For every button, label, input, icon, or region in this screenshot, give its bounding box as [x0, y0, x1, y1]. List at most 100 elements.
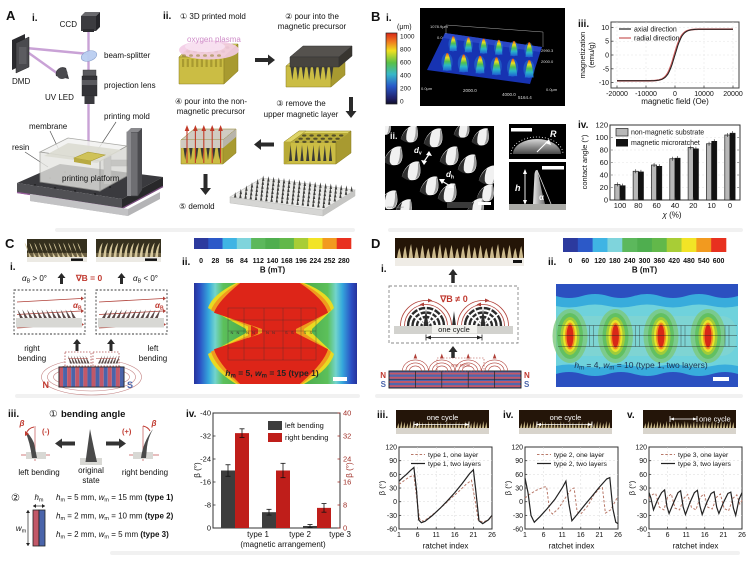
svg-text:420: 420	[668, 258, 680, 265]
svg-text:224: 224	[309, 258, 321, 265]
svg-text:B: B	[371, 9, 380, 24]
svg-text:112: 112	[253, 258, 264, 265]
svg-text:400: 400	[400, 73, 411, 80]
svg-text:800: 800	[400, 47, 411, 54]
svg-text:(+): (+)	[122, 427, 132, 436]
svg-text:180: 180	[609, 258, 621, 265]
svg-text:0.0μm: 0.0μm	[546, 87, 558, 92]
svg-text:N: N	[252, 330, 255, 335]
svg-text:ii.: ii.	[163, 11, 172, 22]
svg-text:120: 120	[595, 121, 608, 130]
svg-text:N: N	[246, 330, 249, 335]
svg-text:40: 40	[343, 409, 351, 418]
svg-text:120: 120	[594, 258, 606, 265]
svg-text:600: 600	[713, 258, 725, 265]
svg-text:S: S	[524, 380, 530, 389]
svg-text:oxygen plasma: oxygen plasma	[187, 35, 241, 44]
svg-text:S: S	[127, 380, 133, 390]
svg-text:2000.0: 2000.0	[541, 59, 554, 64]
svg-text:60: 60	[581, 258, 589, 265]
svg-text:dv: dv	[414, 146, 422, 157]
svg-text:β (°): β (°)	[378, 480, 387, 495]
svg-text:6: 6	[666, 532, 670, 539]
svg-text:0: 0	[343, 524, 347, 533]
svg-text:21: 21	[470, 532, 478, 539]
svg-text:i.: i.	[32, 13, 38, 24]
svg-text:type 3, two layers: type 3, two layers	[678, 461, 731, 468]
svg-text:left: left	[148, 344, 159, 353]
svg-text:hm = 5, wm = 15 (type 1): hm = 5, wm = 15 (type 1)	[225, 368, 319, 380]
svg-text:(emu/g): (emu/g)	[587, 42, 596, 68]
svg-text:iv.: iv.	[503, 410, 514, 421]
svg-text:1: 1	[647, 532, 651, 539]
svg-text:χ (%): χ (%)	[661, 211, 681, 220]
svg-text:0: 0	[568, 258, 572, 265]
svg-text:right: right	[24, 344, 40, 353]
svg-text:360: 360	[653, 258, 665, 265]
svg-text:S: S	[304, 330, 307, 335]
svg-text:26: 26	[738, 532, 746, 539]
svg-text:26: 26	[614, 532, 622, 539]
svg-text:-20000: -20000	[606, 91, 628, 98]
svg-text:iv.: iv.	[578, 120, 589, 131]
svg-text:dh: dh	[446, 170, 454, 181]
svg-text:α: α	[539, 193, 544, 202]
svg-text:iii.: iii.	[8, 409, 19, 420]
svg-text:2990.3: 2990.3	[541, 48, 554, 53]
svg-text:ii.: ii.	[548, 257, 557, 268]
svg-text:21: 21	[596, 532, 604, 539]
svg-text:30: 30	[389, 486, 397, 493]
svg-text:0: 0	[519, 499, 523, 506]
svg-text:radial direction: radial direction	[634, 36, 680, 43]
svg-text:magnetic precursor: magnetic precursor	[177, 107, 246, 116]
svg-text:h: h	[515, 183, 521, 193]
svg-text:-16: -16	[200, 478, 211, 487]
svg-text:one cycle: one cycle	[438, 325, 470, 334]
svg-text:magnetic precursor: magnetic precursor	[278, 22, 347, 31]
svg-text:-24: -24	[200, 455, 211, 464]
svg-text:-10: -10	[599, 80, 609, 87]
svg-text:60: 60	[600, 158, 608, 167]
svg-text:80: 80	[600, 146, 608, 155]
svg-text:16: 16	[451, 532, 459, 539]
svg-text:40: 40	[671, 201, 679, 210]
svg-text:140: 140	[267, 258, 279, 265]
svg-text:240: 240	[624, 258, 636, 265]
svg-text:32: 32	[343, 432, 351, 441]
svg-text:iii.: iii.	[578, 19, 589, 30]
svg-text:N: N	[524, 371, 530, 380]
svg-text:196: 196	[295, 258, 307, 265]
svg-text:20: 20	[600, 183, 608, 192]
svg-text:11: 11	[433, 532, 440, 539]
svg-text:120: 120	[511, 445, 523, 452]
svg-text:upper magnetic layer: upper magnetic layer	[264, 110, 339, 119]
svg-text:60: 60	[652, 201, 660, 210]
svg-text:right bending: right bending	[122, 468, 168, 477]
svg-text:6: 6	[542, 532, 546, 539]
svg-text:20: 20	[689, 201, 697, 210]
svg-text:200: 200	[400, 86, 411, 93]
svg-text:xxxx xx xxxx: xxxx xx xxxx	[387, 205, 404, 209]
svg-text:-60: -60	[637, 527, 647, 534]
svg-text:iv.: iv.	[186, 409, 197, 420]
svg-text:480: 480	[683, 258, 695, 265]
svg-text:type 1, two layers: type 1, two layers	[428, 461, 481, 468]
svg-text:-8: -8	[204, 501, 211, 510]
svg-text:αB < 0°: αB < 0°	[133, 274, 158, 285]
svg-text:0: 0	[207, 524, 211, 533]
svg-text:bending: bending	[18, 354, 46, 363]
svg-text:252: 252	[324, 258, 336, 265]
svg-text:left bending: left bending	[18, 468, 59, 477]
svg-text:type 2, one layer: type 2, one layer	[554, 452, 605, 459]
svg-text:hm = 4, wm = 10 (type 1, two l: hm = 4, wm = 10 (type 1, two layers)	[574, 360, 707, 372]
svg-text:i.: i.	[386, 13, 392, 24]
svg-text:(-): (-)	[42, 427, 50, 436]
svg-text:CCD: CCD	[60, 20, 78, 29]
svg-text:0: 0	[673, 91, 677, 98]
svg-text:16: 16	[701, 532, 709, 539]
svg-text:printing mold: printing mold	[104, 112, 150, 121]
svg-text:5164.4: 5164.4	[518, 95, 532, 100]
svg-text:4000.0: 4000.0	[502, 92, 516, 97]
svg-text:300: 300	[639, 258, 651, 265]
svg-text:R: R	[550, 129, 557, 139]
